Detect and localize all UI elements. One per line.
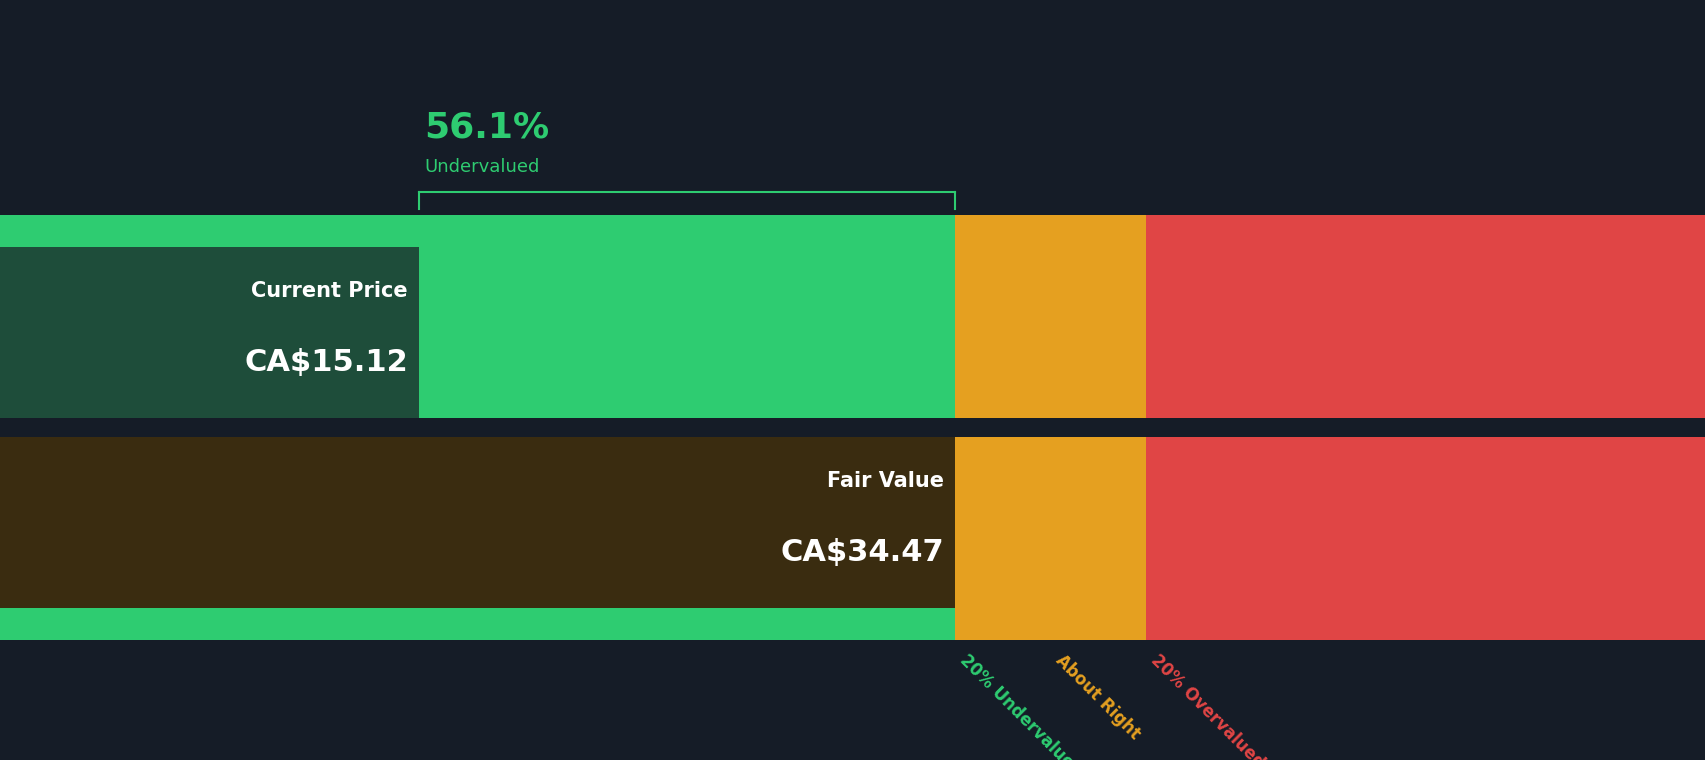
Bar [1146, 437, 1705, 608]
Text: 56.1%: 56.1% [425, 111, 549, 144]
Bar [1146, 247, 1705, 418]
Text: CA$34.47: CA$34.47 [781, 538, 943, 568]
Bar [0, 247, 955, 418]
Text: Current Price: Current Price [251, 280, 407, 301]
Bar [955, 608, 1146, 640]
Bar [0, 608, 955, 640]
Bar [1146, 215, 1705, 247]
Text: 20% Overvalued: 20% Overvalued [1147, 651, 1267, 760]
Bar [0, 437, 955, 608]
Text: Undervalued: Undervalued [425, 158, 539, 176]
Bar [955, 215, 1146, 247]
Bar [1146, 608, 1705, 640]
Bar [0, 247, 419, 418]
Text: CA$15.12: CA$15.12 [244, 348, 407, 378]
Bar [0, 215, 955, 247]
Bar [955, 437, 1146, 608]
Text: Fair Value: Fair Value [827, 470, 943, 491]
Text: About Right: About Right [1052, 651, 1142, 743]
Bar [955, 247, 1146, 418]
Bar [0, 437, 955, 608]
Text: 20% Undervalued: 20% Undervalued [957, 651, 1084, 760]
